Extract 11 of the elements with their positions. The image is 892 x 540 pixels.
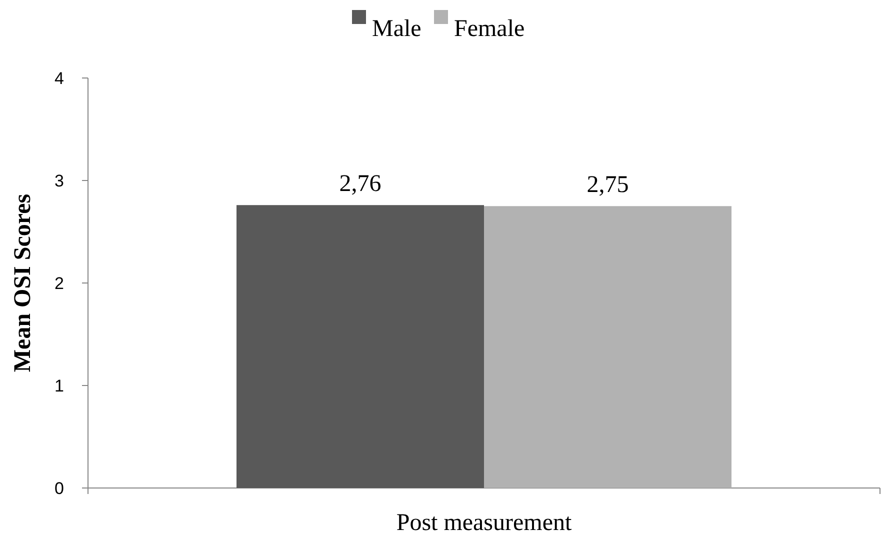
y-tick-label: 4 — [54, 68, 64, 88]
y-tick-label: 3 — [54, 171, 64, 190]
legend-label: Female — [454, 16, 525, 42]
y-tick-label: 1 — [54, 376, 64, 396]
y-tick-label: 2 — [54, 274, 64, 293]
x-tick-label: Post measurement — [396, 510, 572, 536]
data-label: 2,76 — [339, 171, 382, 198]
y-axis-title: Mean OSI Scores — [10, 194, 36, 372]
y-tick-label: 0 — [54, 478, 64, 498]
legend-label: Male — [372, 16, 422, 42]
data-label: 2,75 — [586, 172, 629, 198]
